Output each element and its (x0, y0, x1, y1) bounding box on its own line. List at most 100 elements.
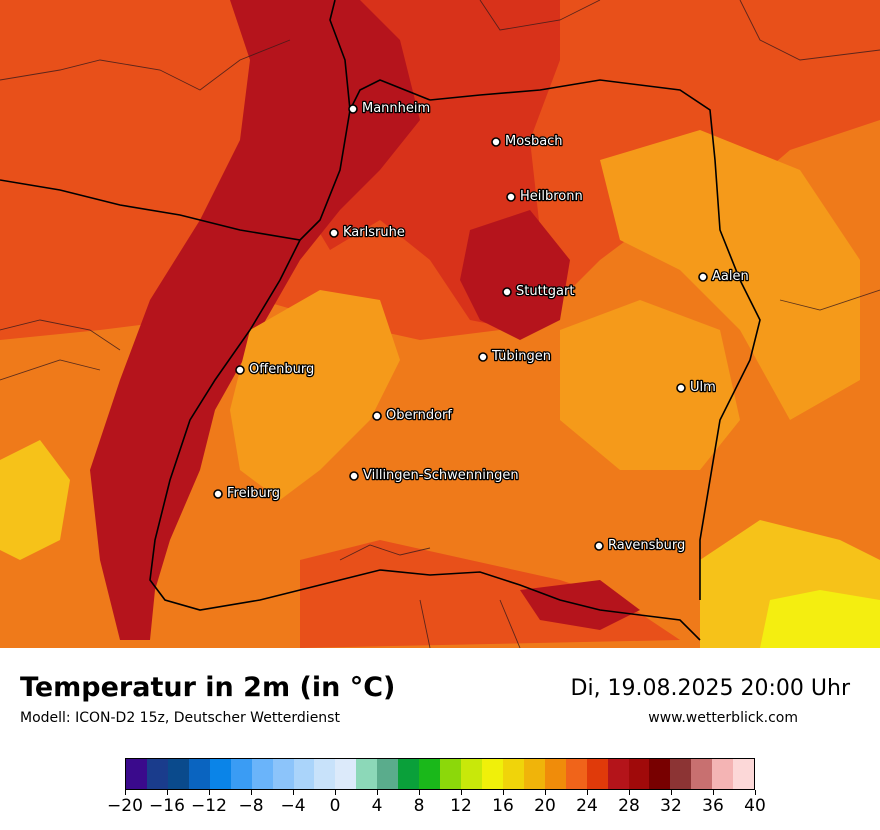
colorbar-tick (713, 790, 714, 795)
map-title: Temperatur in 2m (in °C) (20, 672, 396, 703)
city-label-aalen: Aalen (712, 269, 749, 284)
colorbar-swatch (272, 759, 294, 789)
colorbar-swatch (607, 759, 629, 789)
colorbar-swatch (733, 759, 755, 789)
colorbar-swatch (502, 759, 524, 789)
colorbar-tick (125, 790, 126, 795)
colorbar-tick (671, 790, 672, 795)
colorbar-tick (461, 790, 462, 795)
colorbar-swatch (126, 759, 147, 789)
colorbar-swatch (670, 759, 692, 789)
black-forest-zone (230, 290, 400, 500)
swabian-alb-zone (560, 300, 740, 470)
map-canvas: Mannheim Mosbach Heilbronn Karlsruhe Aalen St… (0, 0, 880, 649)
city-marker-offenburg (235, 365, 245, 375)
map-footer: Temperatur in 2m (in °C) Modell: ICON-D2… (0, 648, 880, 830)
city-label-stuttgart: Stuttgart (516, 284, 574, 299)
colorbar-swatch (188, 759, 210, 789)
city-marker-ulm (676, 383, 686, 393)
city-marker-mannheim (348, 104, 358, 114)
colorbar-swatch (335, 759, 357, 789)
colorbar-tick-label: 20 (534, 796, 556, 816)
colorbar-tick-label: 28 (618, 796, 640, 816)
temperature-colorbar (125, 758, 755, 790)
colorbar-tick-label: 4 (371, 796, 383, 816)
colorbar-swatch (377, 759, 399, 789)
hot-zone-neckar (460, 210, 570, 340)
colorbar-tick-label: −12 (191, 796, 227, 816)
city-marker-aalen (698, 272, 708, 282)
city-label-heilbronn: Heilbronn (520, 189, 583, 204)
colorbar-swatch (544, 759, 566, 789)
colorbar-swatch (523, 759, 545, 789)
city-label-oberndorf: Oberndorf (386, 408, 452, 423)
colorbar-tick (755, 790, 756, 795)
city-label-mosbach: Mosbach (505, 134, 563, 149)
colorbar-tick (629, 790, 630, 795)
colorbar-tick (167, 790, 168, 795)
colorbar-swatch (628, 759, 650, 789)
district-borders (0, 0, 880, 649)
colorbar-tick (293, 790, 294, 795)
model-source: Modell: ICON-D2 15z, Deutscher Wetterdie… (20, 710, 340, 726)
colorbar-swatch (649, 759, 671, 789)
colorbar-swatch (481, 759, 503, 789)
colorbar-tick-label: 12 (450, 796, 472, 816)
colorbar-tick (209, 790, 210, 795)
city-marker-karlsruhe (329, 228, 339, 238)
colorbar-swatch (565, 759, 587, 789)
city-marker-stuttgart (502, 287, 512, 297)
city-label-mannheim: Mannheim (362, 101, 430, 116)
colorbar-tick (251, 790, 252, 795)
colorbar-swatch (419, 759, 441, 789)
colorbar-tick-label: 24 (576, 796, 598, 816)
city-label-villingen-schwenningen: Villingen-Schwenningen (363, 468, 519, 483)
colorbar-tick-label: −16 (149, 796, 185, 816)
colorbar-tick (419, 790, 420, 795)
colorbar-ticks: −20 −16 −12 −8 −4 0 4 8 12 16 20 24 28 32 36 40 (107, 790, 766, 830)
city-marker-freiburg (213, 489, 223, 499)
colorbar-swatch (146, 759, 168, 789)
colorbar-swatch (293, 759, 315, 789)
colorbar-swatch (356, 759, 378, 789)
colorbar-swatch (251, 759, 273, 789)
city-marker-heilbronn (506, 192, 516, 202)
bright-yellow-patch (760, 590, 880, 648)
city-markers: Mannheim Mosbach Heilbronn Karlsruhe Aalen St… (213, 100, 750, 554)
colorbar-tick-label: −4 (280, 796, 306, 816)
city-label-ulm: Ulm (690, 380, 716, 395)
colorbar-tick-label: 36 (702, 796, 724, 816)
colorbar-tick-label: 16 (492, 796, 514, 816)
colorbar-swatch (398, 759, 420, 789)
city-marker-ravensburg (594, 541, 604, 551)
city-marker-mosbach (491, 137, 501, 147)
colorbar-tick (335, 790, 336, 795)
forecast-datetime: Di, 19.08.2025 20:00 Uhr (570, 676, 850, 701)
colorbar-swatch (209, 759, 231, 789)
city-marker-oberndorf (372, 411, 382, 421)
city-label-offenburg: Offenburg (249, 362, 314, 377)
colorbar-swatch (461, 759, 482, 789)
state-borders (0, 0, 761, 641)
city-label-freiburg: Freiburg (227, 486, 280, 501)
colorbar-tick (545, 790, 546, 795)
colorbar-swatch (691, 759, 713, 789)
colorbar-swatch (230, 759, 252, 789)
city-label-karlsruhe: Karlsruhe (343, 225, 405, 240)
colorbar-tick-label: 32 (660, 796, 682, 816)
colorbar-tick (587, 790, 588, 795)
colorbar-swatch (314, 759, 336, 789)
city-marker-villingen-schwenningen (349, 471, 359, 481)
colorbar-swatch (712, 759, 734, 789)
colorbar-tick (377, 790, 378, 795)
website-link[interactable]: www.wetterblick.com (648, 710, 798, 726)
colorbar-tick-label: 40 (744, 796, 766, 816)
yellow-patch-west (0, 440, 70, 560)
colorbar-tick-label: 0 (329, 796, 341, 816)
colorbar-tick-label: 8 (413, 796, 425, 816)
east-zone (600, 130, 860, 420)
city-label-t-bingen: Tübingen (491, 349, 551, 364)
temperature-map: Mannheim Mosbach Heilbronn Karlsruhe Aalen St… (0, 0, 880, 649)
colorbar-tick-label: −8 (238, 796, 264, 816)
rhine-valley-hot-core (90, 0, 420, 640)
